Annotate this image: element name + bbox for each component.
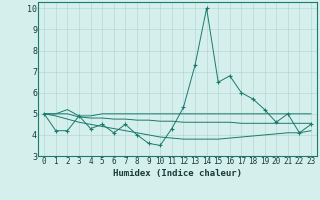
- X-axis label: Humidex (Indice chaleur): Humidex (Indice chaleur): [113, 169, 242, 178]
